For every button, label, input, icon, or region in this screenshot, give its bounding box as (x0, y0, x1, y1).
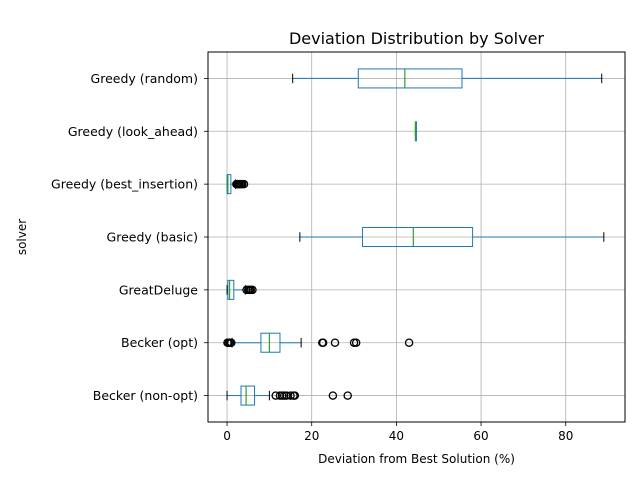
outlier-point (330, 338, 340, 347)
y-tick-label: Becker (non-opt) (93, 388, 198, 403)
box-group (299, 226, 605, 248)
chart-title: Deviation Distribution by Solver (289, 29, 544, 48)
outlier-point (248, 285, 257, 295)
outlier-point (328, 391, 338, 400)
y-tick-label: Greedy (basic) (107, 230, 198, 245)
y-tick-label: Greedy (look_ahead) (68, 124, 198, 139)
box-layer (223, 68, 605, 406)
y-axis-label: solver (15, 219, 29, 255)
box (240, 385, 256, 406)
x-tick-label: 60 (473, 429, 488, 443)
box-group (292, 68, 603, 89)
box-group (223, 332, 414, 353)
x-tick-label: 0 (223, 429, 231, 443)
outlier-point (239, 179, 249, 189)
box-group (226, 174, 249, 195)
x-tick-label: 40 (389, 429, 404, 443)
outlier-point (286, 391, 295, 400)
box-group (226, 385, 352, 406)
box-group (414, 121, 417, 142)
box (362, 226, 474, 248)
box-group (226, 279, 257, 300)
box (227, 279, 235, 300)
y-tick-label: Greedy (best_insertion) (51, 177, 198, 192)
outlier-point (351, 338, 361, 347)
box (357, 68, 463, 89)
x-tick-label: 80 (558, 429, 573, 443)
outlier-point (227, 338, 236, 347)
y-tick-label: Becker (opt) (121, 335, 198, 350)
outlier-point (271, 391, 280, 400)
outlier-point (318, 338, 328, 347)
outlier-point (343, 391, 352, 400)
tick-layer: 0 20 40 60 80 Greedy (random) Greedy (look_ahe… (51, 71, 573, 443)
x-axis-label: Deviation from Best Solution (%) (318, 452, 515, 466)
box (260, 332, 281, 353)
outlier-point (404, 338, 414, 347)
y-tick-label: GreatDeluge (119, 282, 198, 297)
x-tick-label: 20 (304, 429, 319, 443)
box (226, 174, 232, 195)
y-tick-label: Greedy (random) (91, 71, 198, 86)
outlier-point (290, 391, 300, 400)
